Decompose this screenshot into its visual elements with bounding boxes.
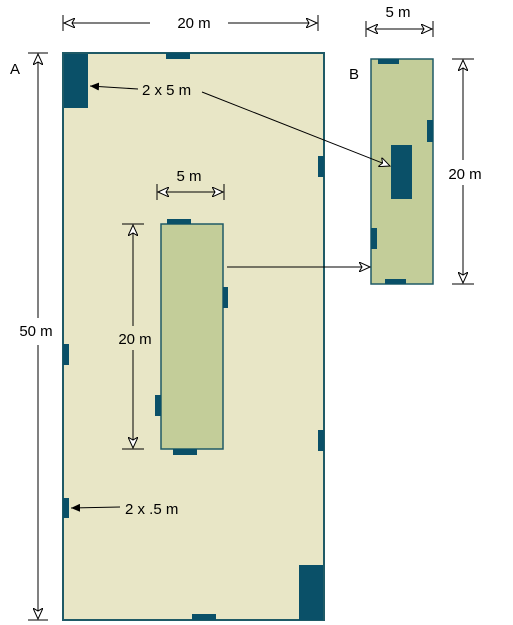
callout-arrow-small bbox=[70, 503, 121, 512]
inner-patch-bottom bbox=[173, 449, 197, 455]
inner-patch-right bbox=[223, 287, 228, 308]
label-room-b: B bbox=[349, 66, 359, 83]
patch-large-bottom-right bbox=[299, 565, 323, 620]
label-width-b: 5 m bbox=[385, 4, 410, 21]
label-room-a: A bbox=[10, 61, 20, 78]
label-height-inner: 20 m bbox=[118, 331, 151, 348]
label-height-a: 50 m bbox=[19, 323, 52, 340]
dimension-height-inner bbox=[122, 223, 144, 450]
inner-room bbox=[160, 223, 224, 450]
label-patch-large: 2 x 5 m bbox=[142, 82, 191, 99]
patch-right-1 bbox=[318, 156, 324, 177]
room-b-patch-left bbox=[371, 228, 377, 249]
label-height-b: 20 m bbox=[448, 166, 481, 183]
patch-large-top-left bbox=[64, 54, 88, 108]
inner-patch-left bbox=[155, 395, 161, 416]
room-b-patch-bottom bbox=[385, 279, 406, 284]
callout-arrow-large-left bbox=[89, 82, 139, 91]
patch-top bbox=[166, 53, 190, 59]
label-patch-small: 2 x .5 m bbox=[125, 501, 178, 518]
patch-left-1 bbox=[63, 344, 69, 365]
patch-right-2 bbox=[318, 430, 324, 451]
inner-patch-top bbox=[167, 219, 191, 224]
dimension-width-a bbox=[62, 15, 319, 31]
dimension-width-inner bbox=[156, 184, 225, 200]
label-width-inner: 5 m bbox=[176, 168, 201, 185]
room-b-patch-top bbox=[378, 59, 399, 64]
label-width-a: 20 m bbox=[177, 15, 210, 32]
room-b-patch-right bbox=[427, 120, 433, 142]
patch-left-2 bbox=[63, 498, 69, 518]
room-b-patch-center bbox=[391, 145, 412, 199]
patch-bottom bbox=[192, 614, 216, 620]
callout-arrow-large-right bbox=[201, 91, 390, 166]
dimension-height-a bbox=[28, 52, 48, 621]
dimension-width-b bbox=[365, 21, 434, 37]
dimension-height-b bbox=[452, 58, 474, 285]
